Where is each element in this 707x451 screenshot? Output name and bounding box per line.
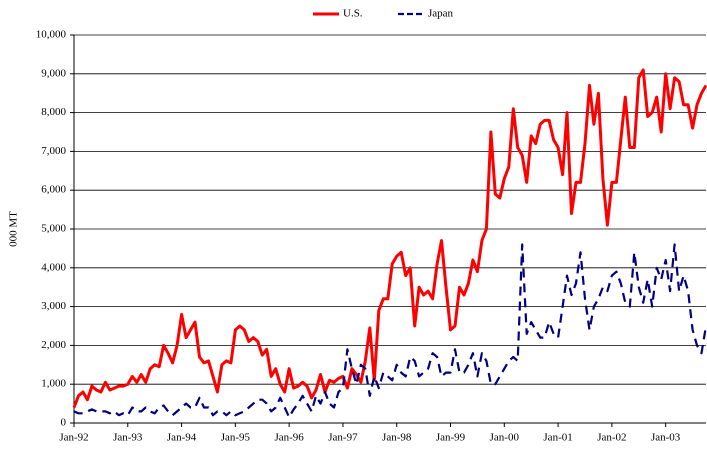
y-tick-label: 6,000 bbox=[41, 184, 66, 196]
x-tick-label: Jan-01 bbox=[543, 432, 572, 444]
y-tick-label: 0 bbox=[61, 417, 67, 429]
y-tick-label: 2,000 bbox=[41, 339, 66, 351]
x-tick-label: Jan-03 bbox=[651, 432, 681, 444]
x-tick-label: Jan-98 bbox=[382, 432, 412, 444]
x-tick-label: Jan-00 bbox=[490, 432, 520, 444]
x-tick-label: Jan-95 bbox=[221, 432, 251, 444]
x-tick-label: Jan-94 bbox=[167, 432, 197, 444]
series-line bbox=[72, 68, 707, 409]
x-tick-label: Jan-93 bbox=[113, 432, 143, 444]
y-tick-label: 8,000 bbox=[41, 106, 66, 118]
x-tick-label: Jan-97 bbox=[328, 432, 358, 444]
y-tick-label: 7,000 bbox=[41, 145, 66, 157]
x-tick-label: Jan-99 bbox=[436, 432, 466, 444]
series-line bbox=[73, 243, 707, 419]
x-tick-label: Jan-96 bbox=[274, 432, 304, 444]
y-tick-label: 4,000 bbox=[41, 261, 66, 273]
y-tick-label: 5,000 bbox=[41, 223, 66, 235]
y-tick-label: 3,000 bbox=[41, 300, 66, 312]
y-axis-label: 000 MT bbox=[8, 211, 20, 247]
x-tick-label: Jan-92 bbox=[59, 432, 88, 444]
legend-label: U.S. bbox=[343, 8, 363, 20]
x-tick-label: Jan-02 bbox=[597, 432, 626, 444]
y-tick-label: 9,000 bbox=[41, 67, 66, 79]
y-tick-label: 1,000 bbox=[41, 378, 66, 390]
legend-label: Japan bbox=[428, 8, 454, 20]
y-tick-label: 10,000 bbox=[36, 29, 67, 41]
